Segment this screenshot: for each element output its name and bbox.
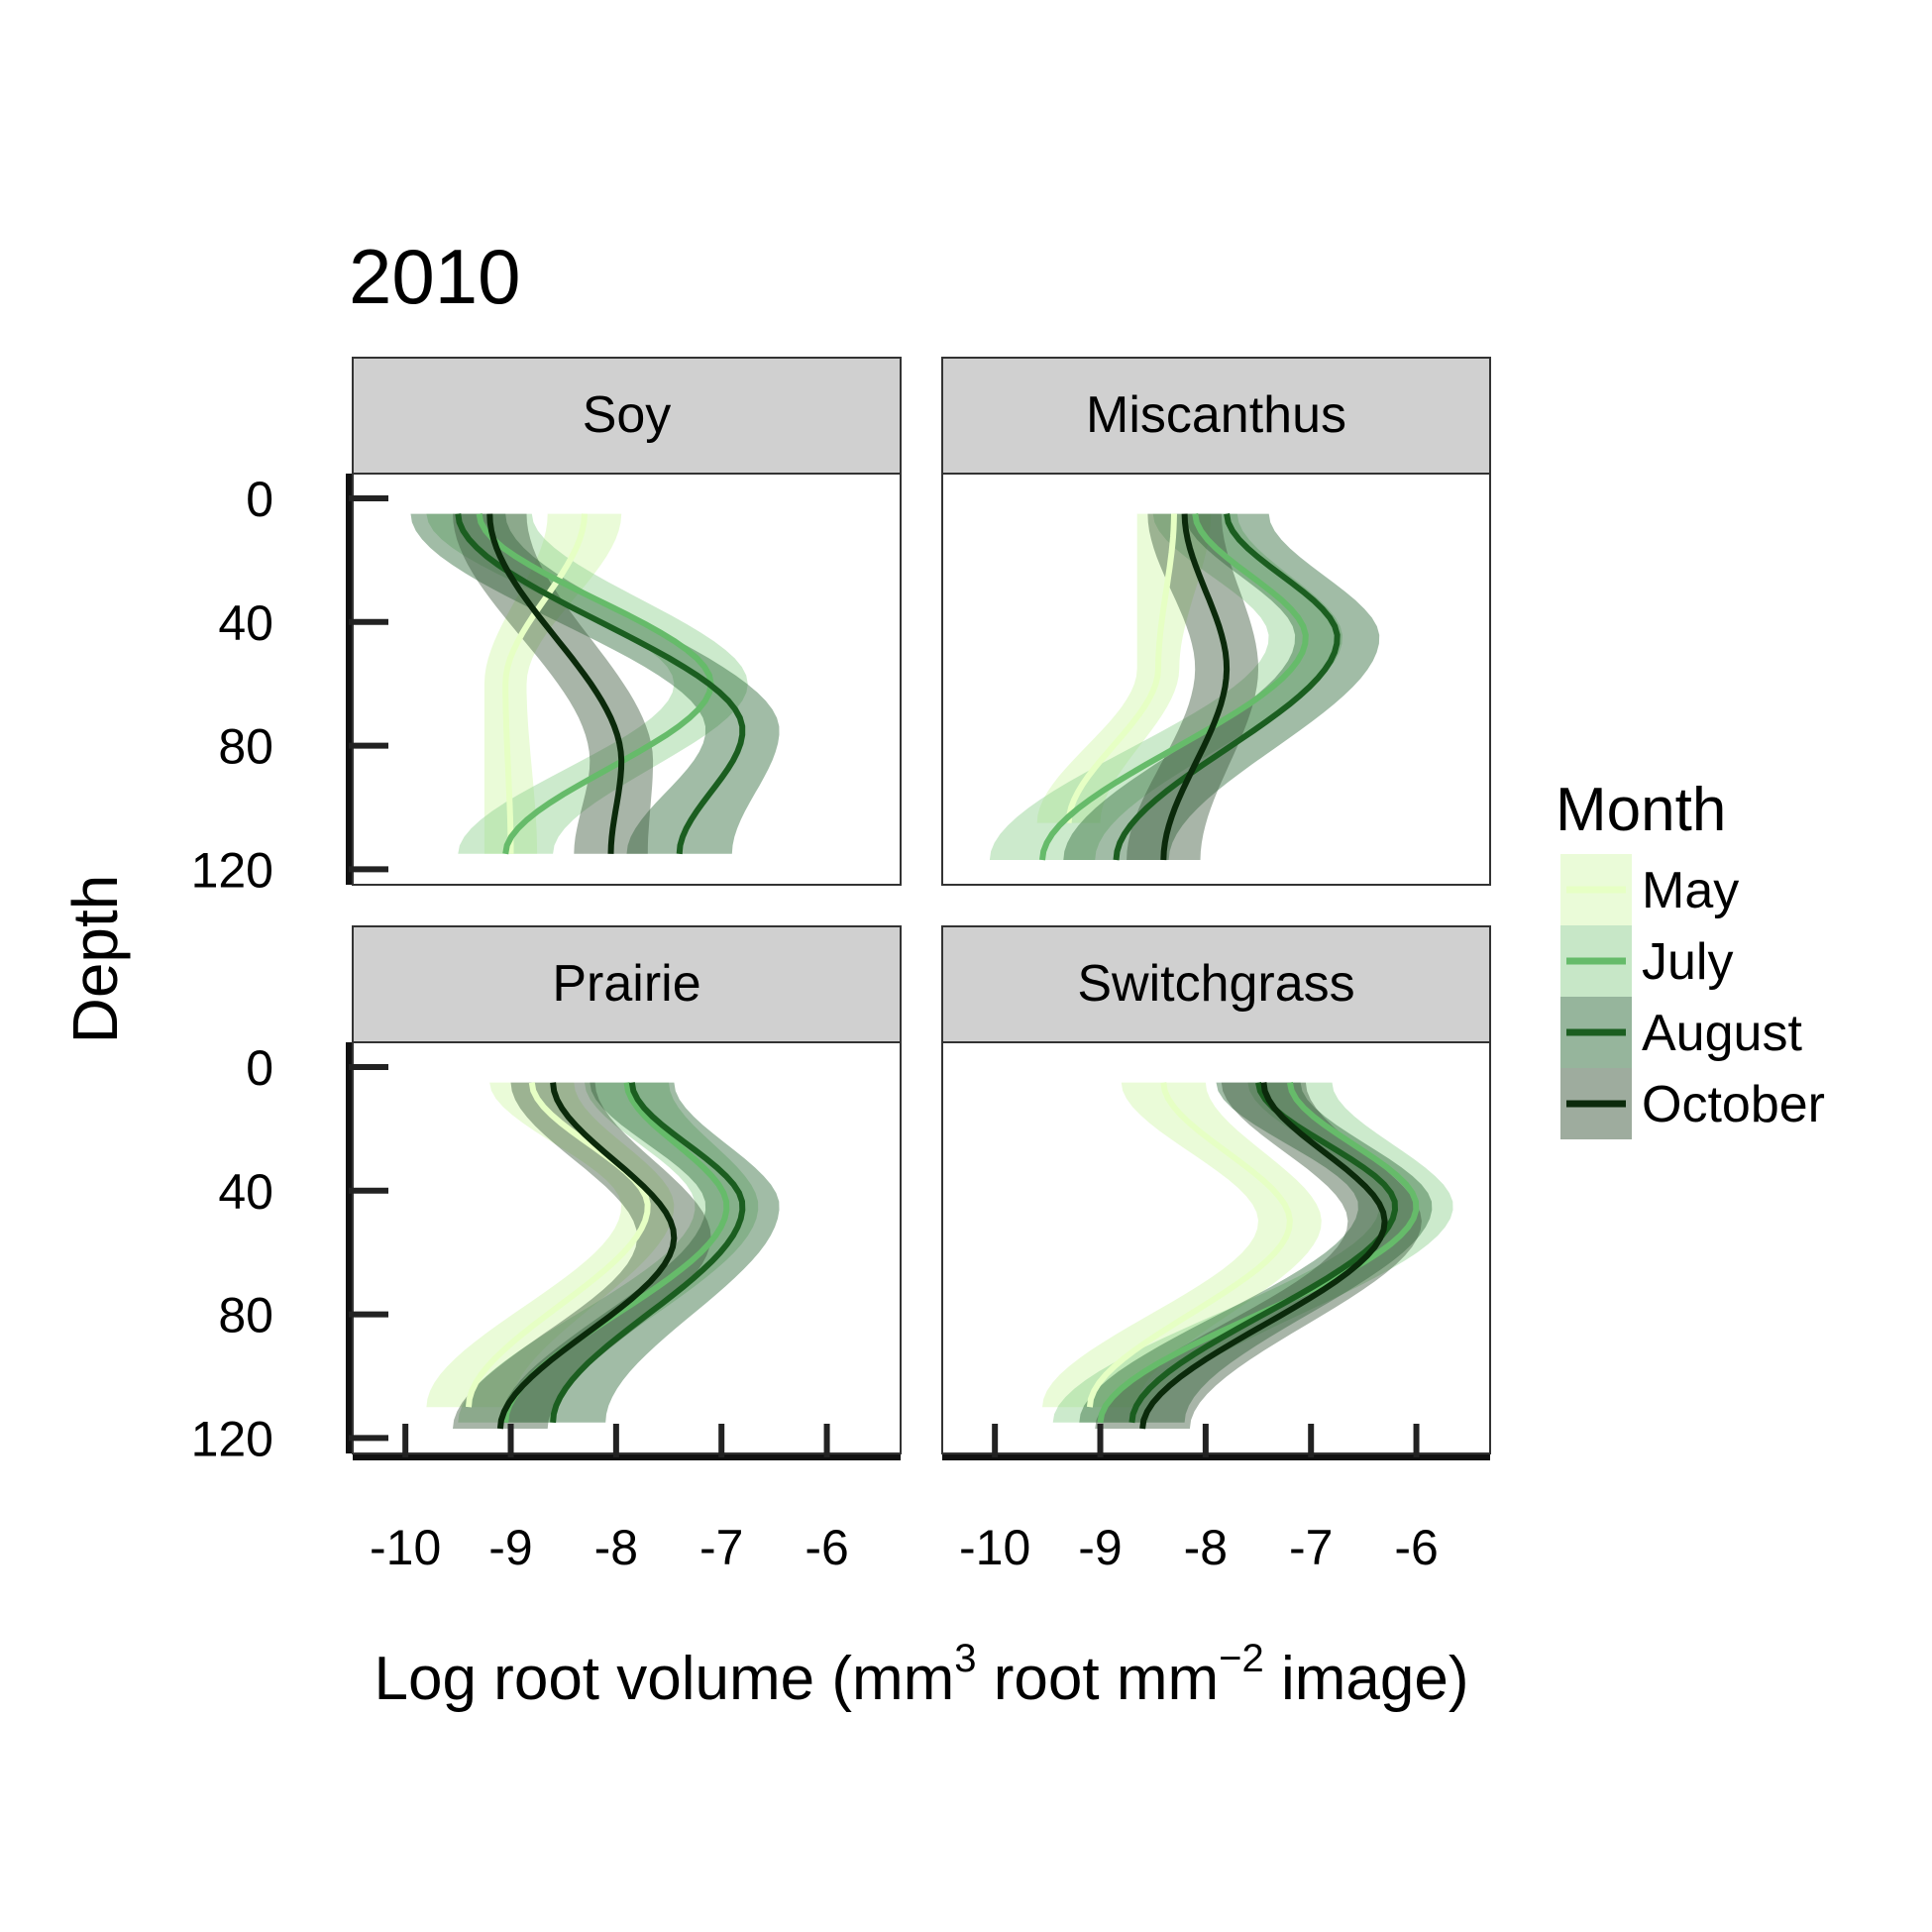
x-tick-label: -9 bbox=[1078, 1520, 1122, 1575]
x-tick-label: -7 bbox=[699, 1520, 743, 1575]
ci-band-may bbox=[1042, 1082, 1322, 1408]
ci-band-july bbox=[458, 1082, 759, 1423]
plot-area bbox=[941, 473, 1491, 886]
x-axis-label-superscript-1: 3 bbox=[954, 1637, 976, 1680]
y-tick-label: 40 bbox=[218, 595, 273, 651]
ci-band-july bbox=[426, 513, 748, 854]
series-line-july bbox=[1039, 513, 1309, 861]
x-tick-label: -10 bbox=[370, 1520, 441, 1575]
ci-band-august bbox=[1063, 513, 1380, 860]
series-line-august bbox=[1128, 1081, 1399, 1424]
x-axis-label-suffix: image) bbox=[1264, 1645, 1469, 1713]
facet-strip bbox=[941, 357, 1491, 475]
facet-label: Soy bbox=[583, 386, 672, 444]
x-tick-label: -9 bbox=[488, 1520, 532, 1575]
ci-band-october bbox=[1127, 513, 1258, 860]
y-axis-label: Depth bbox=[59, 875, 131, 1044]
panel-switchgrass: Switchgrass -10 -9 -8 -7 -6 bbox=[941, 925, 1491, 1575]
y-tick-label: 120 bbox=[191, 1411, 273, 1466]
x-axis-label-middle: root mm bbox=[977, 1645, 1220, 1713]
x-tick-label: -7 bbox=[1289, 1520, 1333, 1575]
legend-item-august: August bbox=[1560, 997, 1802, 1068]
y-tick-label: 80 bbox=[218, 1288, 273, 1343]
series-line-october bbox=[486, 513, 625, 854]
ci-band-may bbox=[483, 513, 622, 854]
facet-strip bbox=[352, 357, 902, 475]
facet-label: Switchgrass bbox=[1077, 955, 1354, 1013]
facet-label: Prairie bbox=[552, 955, 700, 1013]
y-tick-label: 0 bbox=[246, 1040, 273, 1096]
series-line-august bbox=[550, 1082, 746, 1424]
x-tick-label: -8 bbox=[1184, 1520, 1228, 1575]
x-axis-label-prefix: Log root volume (mm bbox=[375, 1645, 955, 1713]
facet-strip bbox=[941, 925, 1491, 1043]
series-line-october bbox=[1139, 1082, 1388, 1430]
series-line-may bbox=[1086, 1082, 1293, 1408]
y-tick-label: 120 bbox=[191, 842, 273, 898]
panel-soy: Soy 0 40 80 120 bbox=[191, 357, 902, 898]
series-line-august bbox=[1113, 513, 1341, 861]
x-tick-label: -8 bbox=[594, 1520, 638, 1575]
series-line-october bbox=[1160, 513, 1231, 861]
series-line-may bbox=[1065, 513, 1177, 823]
facet-strip bbox=[352, 925, 902, 1043]
x-tick-label: -6 bbox=[805, 1520, 848, 1575]
x-tick-label: -6 bbox=[1394, 1520, 1438, 1575]
legend-item-october: October bbox=[1560, 1068, 1825, 1139]
x-axis-label: Log root volume (mm3 root mm−2 image) bbox=[375, 1637, 1469, 1713]
chart-title: 2010 bbox=[349, 233, 521, 320]
y-tick-label: 80 bbox=[218, 719, 273, 775]
y-tick-label: 40 bbox=[218, 1164, 273, 1220]
ci-band-july bbox=[1052, 1082, 1453, 1423]
legend-label: May bbox=[1642, 862, 1739, 919]
legend: Month May July August October bbox=[1556, 776, 1825, 1139]
panel-prairie: Prairie 0 40 80 120 -10 -9 -8 -7 -6 bbox=[191, 925, 902, 1575]
x-tick-label: -10 bbox=[959, 1520, 1030, 1575]
series-line-may bbox=[502, 513, 588, 854]
legend-item-may: May bbox=[1560, 854, 1739, 925]
legend-title: Month bbox=[1556, 776, 1726, 844]
series-line-october bbox=[496, 1082, 678, 1430]
facet-label: Miscanthus bbox=[1086, 386, 1346, 444]
ci-band-july bbox=[989, 513, 1342, 860]
plot-area bbox=[352, 473, 902, 886]
legend-item-july: July bbox=[1560, 925, 1733, 997]
x-axis-label-superscript-2: −2 bbox=[1219, 1637, 1264, 1680]
legend-label: August bbox=[1642, 1005, 1802, 1062]
legend-label: July bbox=[1642, 933, 1733, 991]
panel-miscanthus: Miscanthus bbox=[941, 357, 1491, 886]
ci-band-october bbox=[1095, 1082, 1422, 1429]
y-tick-label: 0 bbox=[246, 472, 273, 527]
series-line-july bbox=[1097, 1081, 1420, 1424]
ci-band-october bbox=[453, 1082, 711, 1429]
ci-band-august bbox=[499, 1082, 780, 1423]
series-line-may bbox=[466, 1082, 651, 1408]
legend-label: October bbox=[1642, 1076, 1825, 1133]
